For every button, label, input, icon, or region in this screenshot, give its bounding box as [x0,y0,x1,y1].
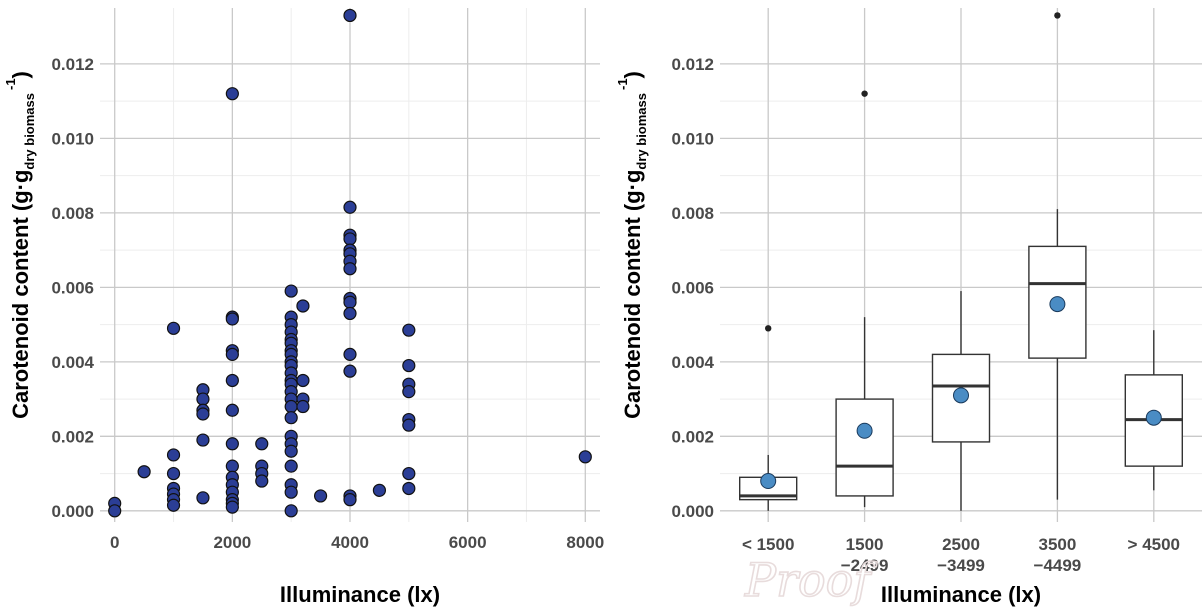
data-point [196,407,210,421]
mean-point [1049,296,1066,313]
mean-point [760,473,777,490]
data-point [296,399,310,414]
x-axis-title: Illuminance (lx) [280,582,440,607]
data-point [225,312,239,326]
x-tick-label: −2499 [841,556,889,575]
data-point [313,489,328,503]
boxplot-panel: 0.000 0.002 0.004 0.006 0.008 0.010 0.012 < 150… [615,8,1202,607]
y-tick-label: 0.004 [51,353,94,372]
data-point [284,444,298,458]
data-point [343,493,357,507]
y-tick-label: 0.012 [671,55,714,74]
data-point [108,504,122,518]
y-tick-label: 0.000 [51,502,94,521]
x-tick-label: −3499 [937,556,985,575]
data-point [343,347,357,361]
data-point [166,321,181,335]
y-tick-label: 0.010 [671,129,714,148]
x-tick-label: 6000 [449,533,487,552]
x-tick-label: −4499 [1034,556,1082,575]
y-tick-label: 0.004 [671,353,714,372]
data-point [284,399,298,414]
y-tick-label: 0.002 [51,427,94,446]
data-point [372,483,387,497]
x-tick-label: > 4500 [1128,535,1180,554]
data-point [578,450,592,464]
x-tick-label: 2500 [942,535,980,554]
data-point [166,448,181,462]
data-point [137,465,151,479]
x-axis-title: Illuminance (lx) [881,582,1041,607]
scatter-panel: 0.000 0.002 0.004 0.006 0.008 0.010 0.012 0 2000… [3,8,604,607]
x-tick-label: 1500 [846,535,884,554]
data-point [343,8,357,23]
data-point [225,403,239,417]
mean-point [856,422,873,439]
y-tick-label: 0.010 [51,129,94,148]
data-point [166,466,181,481]
y-tick-label: 0.008 [671,204,714,223]
x-tick-label: < 1500 [742,535,794,554]
y-axis-title: Carotenoid content (g·gdry biomass-1) [615,71,649,419]
y-axis-title: Carotenoid content (g·gdry biomass-1) [3,71,37,419]
data-point [402,323,416,337]
data-point [296,299,310,313]
x-tick-label: 2000 [213,533,251,552]
box [835,398,894,497]
data-point [402,481,416,496]
data-point [225,437,239,451]
y-tick-label: 0.012 [51,55,94,74]
y-tick-label: 0.008 [51,204,94,223]
data-point [343,262,357,276]
data-point [284,284,298,298]
data-point [343,306,357,321]
data-point [343,364,357,378]
x-tick-label: 0 [110,533,119,552]
data-point [196,433,210,447]
x-tick-label: 3500 [1038,535,1076,554]
data-point [343,200,357,214]
data-point [402,466,416,481]
data-point [402,358,416,373]
data-point [196,392,210,406]
data-point [225,347,239,361]
y-tick-label: 0.002 [671,427,714,446]
watermark: Proof [744,553,877,607]
data-point [166,498,181,512]
outlier-point [765,325,772,332]
data-point [225,373,239,388]
data-point [284,504,298,518]
data-point [343,295,357,309]
data-point [255,437,269,451]
data-point [402,418,416,432]
data-point [225,500,239,514]
data-point [296,373,310,388]
outlier-point [861,90,868,97]
data-point [284,485,298,499]
x-tick-label: 8000 [566,533,604,552]
data-point [402,385,416,399]
data-point [225,87,239,101]
outlier-point [1054,12,1061,19]
data-point [284,411,298,425]
data-point [196,491,210,505]
data-point [255,474,269,488]
x-tick-label: 4000 [331,533,369,552]
y-tick-label: 0.000 [671,502,714,521]
mean-point [1145,409,1162,426]
y-tick-label: 0.006 [671,278,714,297]
data-point [225,459,239,473]
y-tick-label: 0.006 [51,278,94,297]
mean-point [953,387,969,404]
data-point [284,459,298,473]
data-point [343,232,357,246]
